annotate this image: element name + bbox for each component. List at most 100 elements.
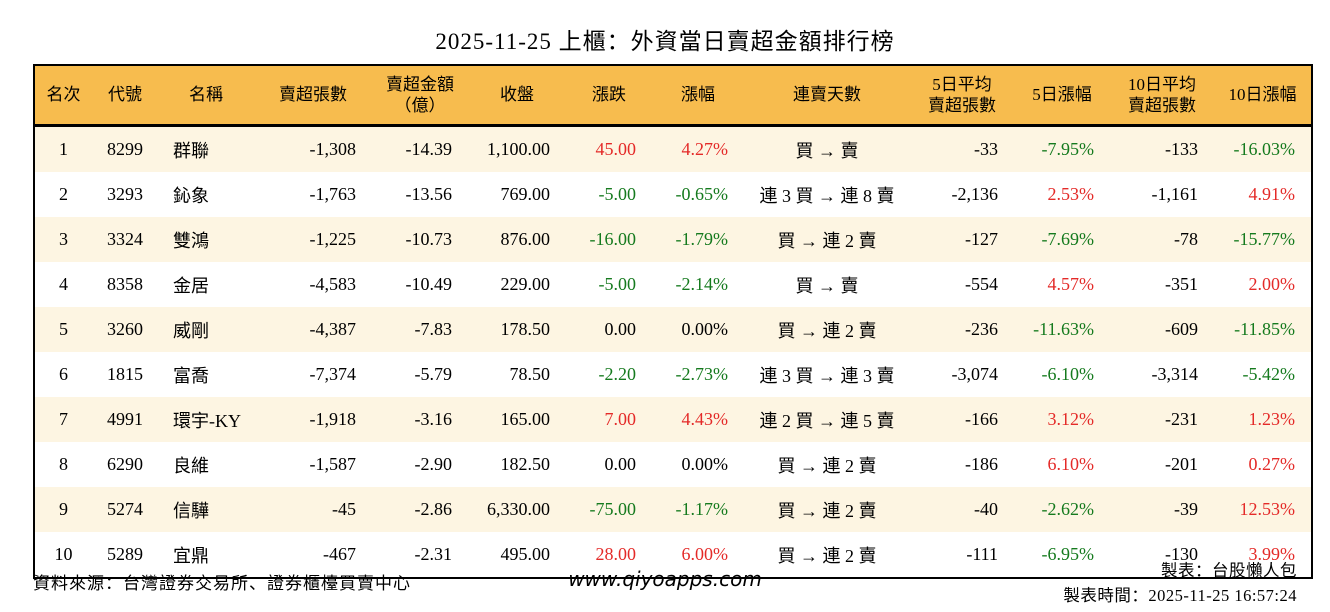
cell-close: 165.00 — [500, 409, 551, 429]
cell-name: 雙鴻 — [173, 230, 209, 251]
cell-avg10: -609 — [1165, 319, 1198, 339]
cell-code: 5274 — [107, 499, 143, 519]
cell-streak: 買 → 連 2 賣 — [777, 500, 877, 521]
cell-pct10: 4.91% — [1248, 184, 1296, 204]
footer-maker: 製表：台股懶人包 — [1161, 561, 1297, 580]
cell-pct10: 1.23% — [1248, 409, 1296, 429]
header-cell-rank: 名次 — [34, 65, 92, 127]
cell-sell-amount: -10.49 — [405, 274, 453, 294]
cell-code: 3260 — [107, 319, 143, 339]
cell-rank: 4 — [59, 274, 68, 294]
table-row: 4 8358 金居 -4,583 -10.49 229.00 -5.00 -2.14% 買 → … — [34, 262, 1312, 307]
cell-streak: 買 → 賣 — [795, 275, 859, 296]
cell-rank: 10 — [54, 544, 73, 564]
ranking-table: 名次 代號 名稱 賣超張數 賣超金額 （億） 收盤 漲跌 漲幅 連賣天數 5日平均 賣超張數 5日漲… — [33, 64, 1313, 579]
cell-sell-shares: -467 — [323, 544, 356, 564]
cell-change-pct: -1.17% — [675, 499, 729, 519]
cell-code: 1815 — [107, 364, 143, 384]
header-cell-change-pct: 漲幅 — [652, 65, 744, 127]
cell-change-pct: -2.14% — [675, 274, 729, 294]
cell-change: -16.00 — [589, 229, 637, 249]
table-row: 1 8299 群聯 -1,308 -14.39 1,100.00 45.00 4.27% 買 →… — [34, 125, 1312, 172]
cell-change: 28.00 — [595, 544, 637, 564]
cell-streak: 買 → 連 2 賣 — [777, 545, 877, 566]
cell-avg5: -166 — [965, 409, 998, 429]
header-row: 名次 代號 名稱 賣超張數 賣超金額 （億） 收盤 漲跌 漲幅 連賣天數 5日平均 賣超張數 5日漲… — [34, 65, 1312, 127]
cell-avg5: -3,074 — [951, 364, 999, 384]
cell-sell-amount: -7.83 — [414, 319, 453, 339]
cell-pct5: -2.62% — [1041, 499, 1095, 519]
page-title: 2025-11-25 上櫃：外資當日賣超金額排行榜 — [435, 29, 895, 54]
table-row: 3 3324 雙鴻 -1,225 -10.73 876.00 -16.00 -1.79% 買 →… — [34, 217, 1312, 262]
cell-avg10: -39 — [1174, 499, 1198, 519]
cell-pct5: -6.95% — [1041, 544, 1095, 564]
cell-pct5: -7.95% — [1041, 139, 1095, 159]
cell-rank: 5 — [59, 319, 68, 339]
cell-avg5: -236 — [965, 319, 998, 339]
cell-streak: 買 → 連 2 賣 — [777, 230, 877, 251]
cell-close: 769.00 — [500, 184, 551, 204]
cell-sell-amount: -3.16 — [414, 409, 453, 429]
cell-sell-amount: -13.56 — [405, 184, 453, 204]
cell-change: 0.00 — [604, 319, 637, 339]
cell-streak: 買 → 連 2 賣 — [777, 455, 877, 476]
cell-avg5: -40 — [974, 499, 998, 519]
cell-change: 45.00 — [595, 139, 637, 159]
cell-change-pct: 6.00% — [681, 544, 729, 564]
cell-sell-amount: -2.86 — [414, 499, 453, 519]
header-cell-sell-amount: 賣超金額 （億） — [372, 65, 468, 127]
cell-avg5: -554 — [965, 274, 998, 294]
cell-avg10: -133 — [1165, 139, 1198, 159]
footer-website: www.qiyoapps.com — [568, 567, 762, 591]
cell-pct10: -11.85% — [1234, 319, 1295, 339]
cell-code: 6290 — [107, 454, 143, 474]
cell-pct10: 0.27% — [1248, 454, 1296, 474]
cell-avg10: -130 — [1165, 544, 1198, 564]
cell-pct5: 2.53% — [1047, 184, 1095, 204]
table-header: 名次 代號 名稱 賣超張數 賣超金額 （億） 收盤 漲跌 漲幅 連賣天數 5日平均 賣超張數 5日漲… — [34, 65, 1312, 127]
cell-pct5: 3.12% — [1047, 409, 1095, 429]
cell-streak: 連 3 買 → 連 3 賣 — [759, 365, 895, 386]
cell-sell-amount: -2.90 — [414, 454, 453, 474]
cell-sell-shares: -4,387 — [309, 319, 357, 339]
cell-sell-shares: -1,225 — [309, 229, 357, 249]
cell-avg10: -1,161 — [1151, 184, 1199, 204]
cell-close: 182.50 — [500, 454, 551, 474]
cell-close: 1,100.00 — [487, 139, 550, 159]
cell-close: 78.50 — [509, 364, 551, 384]
cell-pct10: 3.99% — [1248, 544, 1296, 564]
cell-sell-shares: -1,587 — [309, 454, 357, 474]
cell-code: 4991 — [107, 409, 143, 429]
table-row: 7 4991 環宇-KY -1,918 -3.16 165.00 7.00 4.43% 連 2 … — [34, 397, 1312, 442]
cell-sell-shares: -4,583 — [309, 274, 357, 294]
cell-change-pct: -0.65% — [675, 184, 729, 204]
cell-pct5: -7.69% — [1041, 229, 1095, 249]
cell-change: -2.20 — [598, 364, 637, 384]
cell-avg5: -2,136 — [951, 184, 999, 204]
cell-pct10: -5.42% — [1242, 364, 1296, 384]
cell-avg5: -186 — [965, 454, 998, 474]
cell-pct5: 6.10% — [1047, 454, 1095, 474]
cell-avg5: -127 — [965, 229, 998, 249]
table-row: 9 5274 信驊 -45 -2.86 6,330.00 -75.00 -1.17% 買 → 連… — [34, 487, 1312, 532]
cell-change: 0.00 — [604, 454, 637, 474]
footer-source: 資料來源：台灣證券交易所、證券櫃檯買賣中心 — [33, 574, 411, 593]
cell-code: 8299 — [107, 139, 143, 159]
cell-name: 環宇-KY — [173, 410, 241, 431]
cell-sell-shares: -45 — [332, 499, 356, 519]
cell-close: 876.00 — [500, 229, 551, 249]
cell-change-pct: -2.73% — [675, 364, 729, 384]
cell-name: 富喬 — [173, 365, 209, 386]
cell-streak: 買 → 賣 — [795, 140, 859, 161]
cell-close: 495.00 — [500, 544, 551, 564]
cell-sell-amount: -5.79 — [414, 364, 453, 384]
cell-change-pct: 4.27% — [681, 139, 729, 159]
cell-rank: 7 — [59, 409, 68, 429]
cell-rank: 2 — [59, 184, 68, 204]
cell-close: 6,330.00 — [487, 499, 550, 519]
header-cell-code: 代號 — [92, 65, 158, 127]
cell-pct10: 2.00% — [1248, 274, 1296, 294]
cell-pct10: -16.03% — [1233, 139, 1296, 159]
cell-code: 3293 — [107, 184, 143, 204]
cell-name: 金居 — [173, 275, 209, 296]
